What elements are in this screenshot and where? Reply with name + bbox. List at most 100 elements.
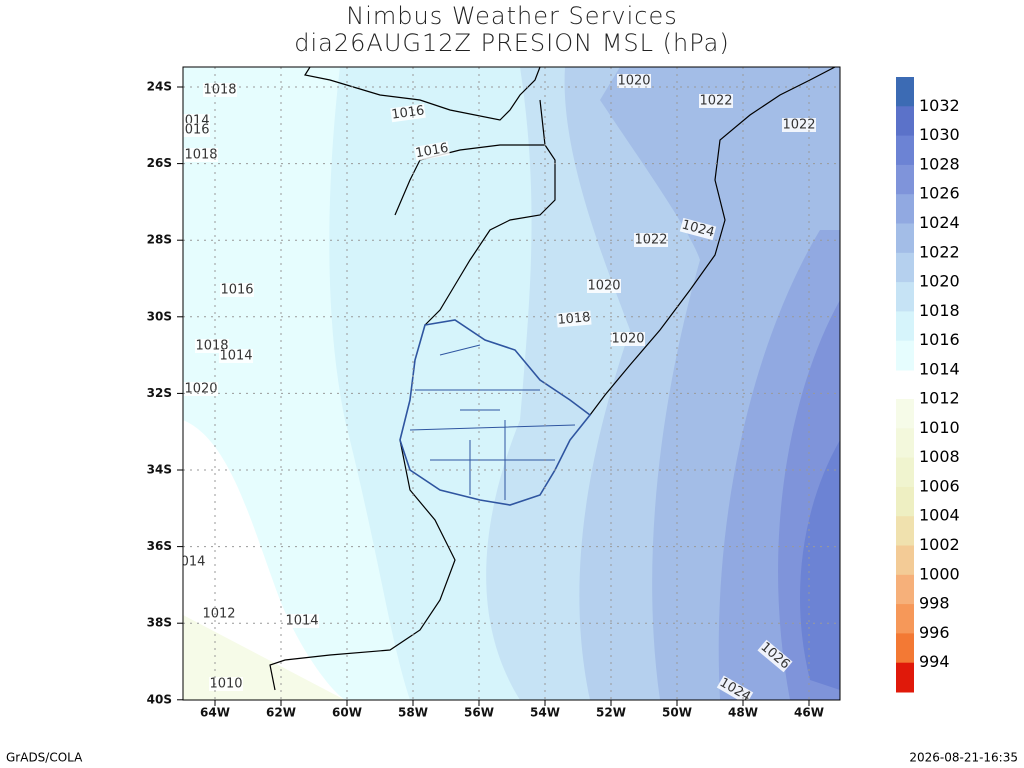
- colorbar-box: [896, 428, 914, 459]
- lat-tick-label: 24S: [147, 80, 172, 94]
- label-bg: [390, 103, 426, 123]
- label-bg: [414, 141, 450, 161]
- contour-label: 1020: [617, 74, 651, 89]
- contour-label-text: 1022: [782, 118, 815, 133]
- colorbar-label: 998: [919, 594, 950, 613]
- coastline: [589, 67, 836, 416]
- colorbar-box: [896, 486, 914, 517]
- label-bg: [587, 279, 621, 293]
- colorbar-box: [896, 164, 914, 195]
- label-bg: [285, 614, 319, 628]
- label-bg: [634, 233, 668, 247]
- coastline: [269, 439, 456, 691]
- label-bg: [556, 310, 592, 328]
- colorbar-label: 1028: [919, 154, 960, 173]
- footer-right: 2026-08-21-16:35: [909, 751, 1018, 765]
- label-bg: [782, 118, 816, 132]
- colorbar: 1032 1030 1028 1026 1024 1022 1020 1018 1016 1014…: [896, 77, 960, 693]
- colorbar-label: 1016: [919, 330, 960, 349]
- colorbar-box: [896, 135, 914, 166]
- contour-label: 1022: [782, 118, 816, 133]
- shade: [800, 440, 840, 690]
- colorbar-label: 1024: [919, 213, 960, 232]
- grid: [183, 67, 840, 700]
- departments: [409, 344, 576, 500]
- colorbar-label: 1030: [919, 125, 960, 144]
- contour-label-text: 1010: [209, 677, 242, 692]
- contour-label: 1020: [587, 279, 621, 294]
- label-bg: [220, 283, 254, 297]
- colorbar-box: [896, 399, 914, 429]
- colorbar-label: 1004: [919, 506, 960, 525]
- label-bg: [219, 349, 253, 363]
- contour-label-text: 014: [181, 555, 206, 570]
- lat-tick-label: 40S: [147, 692, 172, 706]
- contour-label: 1018: [184, 148, 218, 163]
- lon-tick-label: 64W: [200, 706, 230, 720]
- lon-tick-label: 48W: [728, 706, 758, 720]
- colorbar-label: 1018: [919, 301, 960, 320]
- uruguay: [399, 319, 592, 506]
- contour-label: 1016: [176, 123, 210, 138]
- contour-label: 1014: [219, 349, 253, 364]
- lat-tick-label: 28S: [147, 233, 172, 247]
- lat-tick-label: 34S: [147, 463, 172, 477]
- lat-tick-label: 26S: [147, 156, 172, 170]
- label-bg: [183, 555, 210, 569]
- contour-label-text: 1018: [203, 83, 236, 98]
- contour-label-text: 1014: [219, 349, 252, 364]
- contour-label-text: 1020: [617, 74, 650, 89]
- lon-tick-label: 54W: [530, 706, 560, 720]
- lat-tick-label: 38S: [147, 616, 172, 630]
- contour-label: 1016: [390, 103, 426, 123]
- contour-labels: 1018101610161020102210221024102210201018…: [176, 74, 816, 700]
- colorbar-label: 1010: [919, 418, 960, 437]
- border: [424, 99, 556, 326]
- colorbar-box: [896, 633, 914, 664]
- colorbar-label: 1000: [919, 564, 960, 583]
- label-bg: [209, 677, 243, 691]
- contour-label-text: 1016: [414, 141, 449, 162]
- contour-label: 1020: [611, 332, 645, 347]
- contour-label-text: 1022: [634, 233, 667, 248]
- footer-left: GrADS/COLA: [6, 751, 83, 765]
- contour-label-text: 1020: [184, 382, 217, 397]
- contour-label: 1022: [634, 233, 668, 248]
- colorbar-label: 1008: [919, 447, 960, 466]
- lon-tick-label: 56W: [464, 706, 494, 720]
- colorbar-label: 1006: [919, 476, 960, 495]
- lon-tick-label: 50W: [662, 706, 692, 720]
- colorbar-box: [896, 604, 914, 634]
- colorbar-box: [896, 340, 914, 371]
- colorbar-box: [896, 311, 914, 342]
- colorbar-box: [896, 106, 914, 137]
- lon-tick-label: 62W: [266, 706, 296, 720]
- lon-tick-label: 52W: [596, 706, 626, 720]
- label-bg: [679, 217, 717, 241]
- shade: [183, 420, 345, 700]
- colorbar-label: 1026: [919, 184, 960, 203]
- contour-label-text: 1016: [220, 283, 253, 298]
- colorbar-label: 1002: [919, 535, 960, 554]
- label-bg: [757, 639, 793, 673]
- colorbar-box: [896, 252, 914, 283]
- colorbar-box: [896, 662, 914, 693]
- colorbar-box: [896, 516, 914, 546]
- contour-label: 1016: [414, 141, 450, 162]
- pressure-field: 1018101610161020102210221024102210201018…: [176, 67, 840, 700]
- colorbar-label: 994: [919, 652, 950, 671]
- colorbar-label: 1022: [919, 242, 960, 261]
- contour-label: 1022: [699, 94, 733, 109]
- label-bg: [716, 675, 754, 700]
- colorbar-label: 1020: [919, 272, 960, 291]
- contour-label: 1018: [556, 310, 592, 328]
- contour-label-text: 1014: [285, 614, 318, 629]
- label-bg: [699, 94, 733, 108]
- lat-tick-label: 36S: [147, 539, 172, 553]
- contour-label-text: 1020: [611, 332, 644, 347]
- lon-tick-label: 60W: [332, 706, 362, 720]
- colorbar-box: [896, 77, 914, 107]
- contour-label-text: 1016: [176, 123, 209, 138]
